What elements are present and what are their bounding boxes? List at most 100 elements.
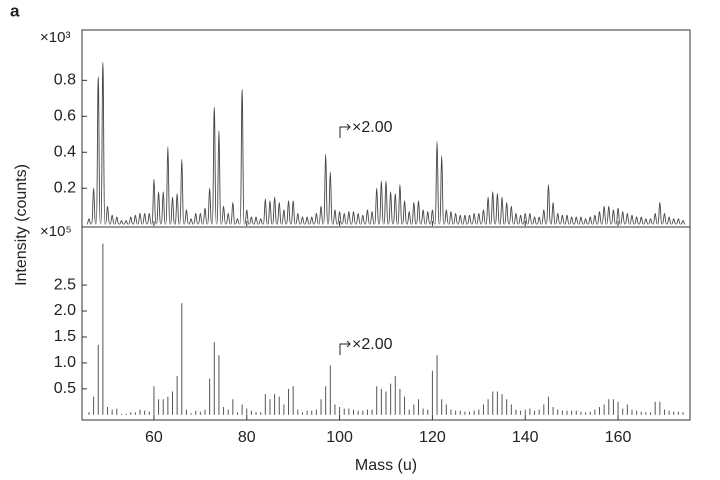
peak — [169, 196, 176, 225]
peak — [629, 214, 635, 225]
peak — [615, 207, 621, 225]
peak — [624, 212, 630, 225]
axis-multiplier: ×10³ — [40, 29, 70, 46]
plot-frame — [81, 29, 691, 421]
peak — [596, 211, 603, 225]
x-tick-label: 160 — [605, 429, 632, 446]
peak — [471, 212, 477, 225]
peak — [272, 196, 278, 225]
peak — [360, 214, 366, 225]
peak — [671, 218, 677, 225]
peak — [657, 202, 663, 225]
peak — [587, 216, 593, 225]
peak — [573, 216, 579, 225]
peak — [425, 211, 431, 225]
peak — [188, 218, 194, 225]
peak — [448, 211, 454, 225]
peak — [592, 214, 598, 225]
peak — [346, 211, 352, 225]
peak — [295, 212, 301, 225]
peak — [174, 193, 180, 225]
peak — [485, 196, 491, 225]
peak — [137, 212, 143, 225]
annotation-arrow — [339, 340, 351, 355]
x-tick-label: 60 — [145, 429, 163, 446]
peak — [532, 216, 537, 225]
peak — [499, 196, 505, 225]
y-tick-label: 1.0 — [54, 354, 76, 371]
peak — [606, 205, 612, 225]
peak — [104, 205, 111, 225]
peak — [527, 212, 533, 225]
y-tick-label: 1.5 — [54, 328, 76, 345]
peak — [508, 205, 514, 225]
peak — [281, 209, 287, 225]
peak — [235, 218, 240, 225]
y-tick-label: 2.5 — [54, 276, 76, 293]
peak — [142, 212, 148, 225]
peak — [522, 212, 528, 225]
peak — [207, 187, 213, 225]
peak — [244, 209, 250, 225]
peak — [267, 200, 273, 225]
peak — [221, 205, 227, 225]
peak — [388, 191, 394, 225]
annotation-arrow — [339, 123, 351, 138]
y-tick-label: 0.2 — [54, 179, 76, 196]
peak — [86, 218, 92, 225]
peak — [411, 202, 417, 225]
peak — [309, 216, 315, 225]
x-axis-label: Mass (u) — [355, 457, 417, 474]
peak — [457, 214, 463, 225]
peak — [225, 212, 231, 225]
peak — [429, 209, 435, 225]
peak — [513, 212, 519, 225]
peak — [466, 214, 473, 225]
peak — [490, 191, 496, 225]
peak — [337, 211, 343, 225]
peak — [480, 209, 487, 225]
peak — [211, 106, 217, 225]
panel-label: a — [10, 1, 20, 20]
peak — [564, 214, 570, 225]
peak — [128, 216, 134, 225]
peak — [160, 191, 166, 225]
peak — [123, 220, 129, 225]
peak — [439, 155, 445, 225]
peak — [643, 218, 649, 225]
peak — [634, 216, 639, 225]
peak — [95, 76, 101, 225]
y-tick-label: 0.6 — [54, 108, 76, 125]
x-tick-label: 140 — [512, 429, 539, 446]
peak — [132, 214, 138, 225]
peak — [536, 216, 542, 225]
peak — [300, 216, 305, 225]
annotation: ×2.00 — [352, 119, 393, 136]
peak — [383, 180, 389, 225]
peak — [680, 220, 686, 225]
peak — [443, 209, 449, 225]
peak — [318, 205, 324, 225]
peak — [355, 212, 361, 225]
peak — [374, 187, 380, 225]
peak — [197, 212, 203, 225]
peak — [638, 216, 644, 225]
peak — [146, 212, 152, 225]
peak — [230, 202, 236, 225]
y-tick-label: 2.0 — [54, 302, 76, 319]
peak — [183, 209, 189, 225]
y-axis-label: Intensity (counts) — [13, 164, 30, 286]
peak — [341, 212, 347, 225]
peak — [179, 159, 185, 225]
x-tick-label: 120 — [419, 429, 446, 446]
peak — [676, 218, 681, 225]
y-tick-label: 0.8 — [54, 72, 76, 89]
peak — [402, 200, 408, 225]
peak — [91, 187, 97, 225]
peak — [545, 184, 551, 225]
peak — [378, 180, 384, 225]
peak — [258, 218, 264, 225]
peak — [392, 193, 398, 225]
peak — [494, 193, 500, 225]
peak — [193, 212, 199, 225]
